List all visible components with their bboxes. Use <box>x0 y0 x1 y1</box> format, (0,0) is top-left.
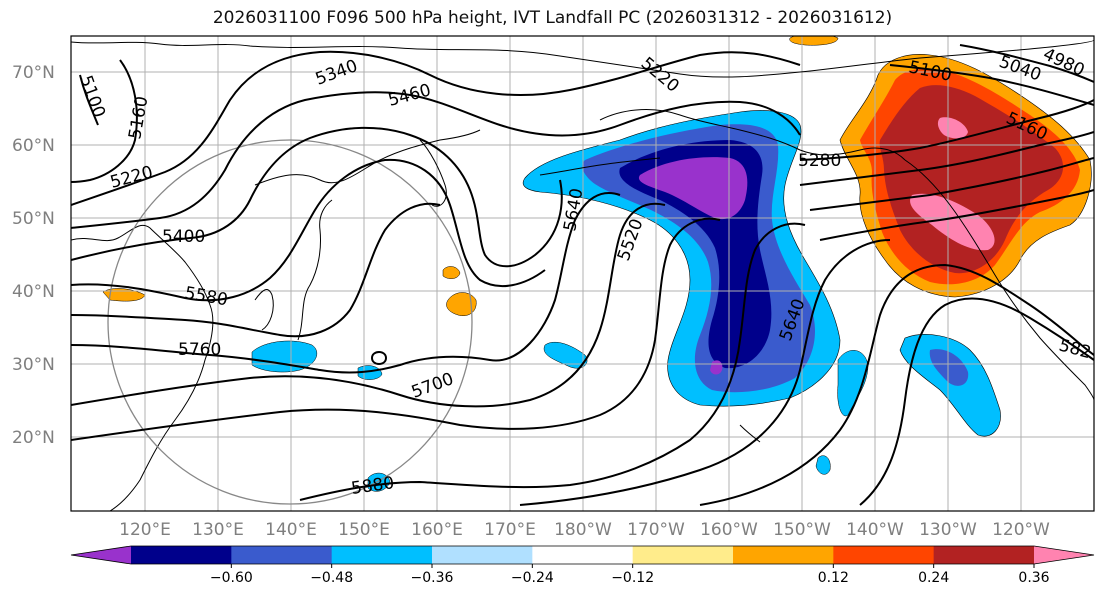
contour-line <box>71 50 801 206</box>
coast-alaska <box>599 109 906 161</box>
lat-label: 60°N <box>12 136 55 156</box>
contour-line <box>799 99 1094 161</box>
lon-label: 140°E <box>265 520 317 540</box>
contour-line <box>71 217 721 441</box>
colorbar-segment <box>231 546 333 564</box>
lon-label: 120°W <box>992 520 1050 540</box>
lon-label: 120°E <box>119 520 171 540</box>
colorbar-extend-high <box>1034 546 1094 564</box>
colorbar-segment <box>331 546 433 564</box>
ivt-shading <box>102 36 1092 492</box>
coast-hawaii <box>739 424 761 443</box>
ivt-region-neg-max <box>638 157 748 220</box>
lon-label: 150°E <box>338 520 390 540</box>
ivt-region-neg-se <box>899 334 1001 437</box>
contour-label: 5400 <box>162 227 205 247</box>
contour-line <box>799 131 1094 186</box>
lon-label: 170°E <box>484 520 536 540</box>
ivt-region-pos-max2 <box>910 193 995 251</box>
contour-line <box>71 202 666 408</box>
contour-line <box>819 189 1094 241</box>
lon-label: 170°W <box>627 520 685 540</box>
contour-line <box>71 202 441 338</box>
ivt-patch-south1 <box>815 455 831 475</box>
figure-title: 2026031100 F096 500 hPa height, IVT Land… <box>212 8 893 28</box>
contour-line <box>71 126 563 268</box>
contour-line <box>889 64 1094 106</box>
colorbar-tick-label: 0.12 <box>818 570 849 586</box>
colorbar-extend-low <box>71 546 131 564</box>
contour-line <box>71 192 621 374</box>
colorbar-outline <box>70 545 1095 565</box>
lat-labels: 70°N 60°N 50°N 40°N 30°N 20°N <box>12 63 55 448</box>
colorbar-tick-label: −0.48 <box>310 570 353 586</box>
colorbar-tick-label: −0.24 <box>511 570 554 586</box>
colorbar-tick-label: −0.12 <box>611 570 654 586</box>
colorbar-segment <box>131 546 232 564</box>
graticule <box>71 36 1094 511</box>
colorbar-segment <box>432 546 533 564</box>
coast-korea <box>254 289 274 331</box>
ivt-region-pos-strong <box>879 85 1064 274</box>
lat-label: 50°N <box>12 209 55 229</box>
ivt-region-pos-max1 <box>937 117 968 139</box>
ivt-region-neg-se-core <box>929 349 969 386</box>
colorbar-segment <box>733 546 834 564</box>
lon-label: 160°E <box>411 520 463 540</box>
contour-line <box>959 44 1094 83</box>
lat-label: 20°N <box>12 428 55 448</box>
lon-label: 130°W <box>919 520 977 540</box>
coast-aleutians <box>539 157 661 176</box>
lat-label: 40°N <box>12 282 55 302</box>
range-circle <box>107 139 473 505</box>
coast-asia <box>71 224 214 511</box>
contour-line <box>699 263 1094 506</box>
colorbar-segment <box>933 546 1035 564</box>
contour-line <box>71 158 546 302</box>
contour-line <box>859 297 1094 506</box>
lon-label: 130°E <box>192 520 244 540</box>
height-contours <box>71 44 1094 506</box>
contour-line <box>79 74 99 126</box>
contour-line <box>71 91 801 229</box>
colorbar-tick-label: −0.36 <box>411 570 454 586</box>
colorbar-segment <box>632 546 734 564</box>
colorbar-tick-label: 0.24 <box>918 570 949 586</box>
colorbar: −0.60−0.48−0.36−0.24−0.120.120.240.360.4… <box>70 545 1095 586</box>
contour-line <box>71 59 138 183</box>
ivt-patch-small1 <box>543 341 588 369</box>
coast-arctic <box>71 39 1094 78</box>
contour-line <box>519 239 891 506</box>
contour-line <box>809 157 1094 211</box>
lat-label: 70°N <box>12 63 55 83</box>
lon-label: 180°W <box>554 520 612 540</box>
lon-label: 150°W <box>773 520 831 540</box>
contour-label: 5280 <box>798 151 841 171</box>
lat-label: 30°N <box>12 355 55 375</box>
lon-label: 140°W <box>846 520 904 540</box>
map-frame <box>70 35 1095 512</box>
colorbar-segment <box>833 546 935 564</box>
contour-line <box>370 351 388 365</box>
coast-na-west <box>904 159 1094 401</box>
coast-japan <box>297 199 333 341</box>
contour-line <box>299 222 806 501</box>
lon-labels: 120°E 130°E 140°E 150°E 160°E 170°E 180°… <box>119 520 1050 540</box>
colorbar-tick-label: 0.36 <box>1018 570 1049 586</box>
colorbar-tick-label: −0.60 <box>210 570 253 586</box>
contour-label: 5760 <box>178 340 221 360</box>
ivt-patch-pos-arctic <box>789 36 839 46</box>
lon-label: 160°W <box>700 520 758 540</box>
colorbar-segment <box>532 546 634 564</box>
ivt-patch-pos-mid2 <box>442 266 461 279</box>
